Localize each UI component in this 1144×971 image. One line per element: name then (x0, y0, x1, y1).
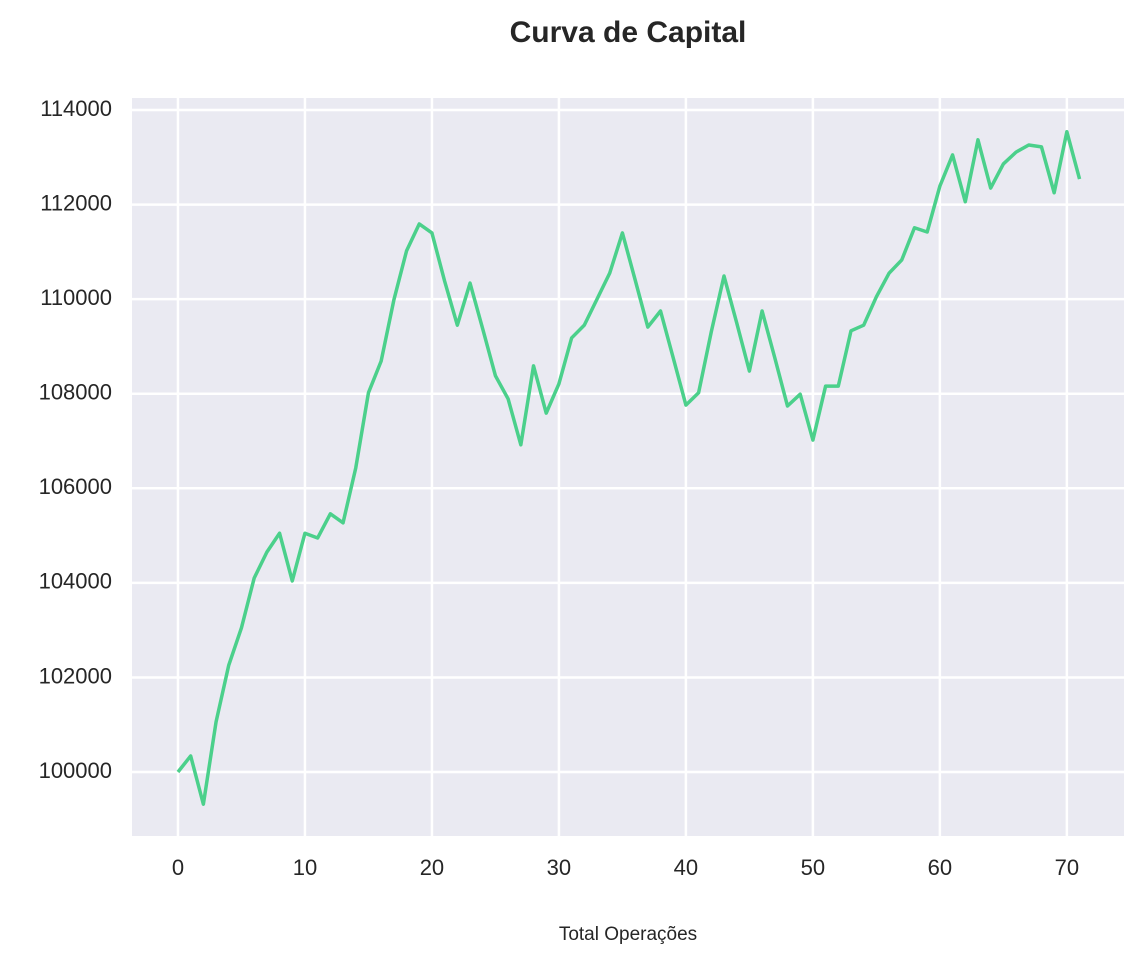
plot-area (132, 98, 1124, 836)
x-tick-label: 10 (293, 855, 317, 880)
x-tick-label: 60 (928, 855, 952, 880)
x-tick-label: 20 (420, 855, 444, 880)
chart-title: Curva de Capital (510, 16, 747, 49)
line (176, 130, 1082, 806)
y-tick-label: 104000 (39, 569, 112, 594)
x-axis-label: Total Operações (559, 924, 697, 945)
x-tick-label: 50 (801, 855, 825, 880)
y-tick-label: 106000 (39, 474, 112, 499)
x-tick-label: 30 (547, 855, 571, 880)
y-tick-label: 114000 (40, 96, 112, 121)
x-tick-label: 70 (1055, 855, 1079, 880)
y-tick-label: 112000 (40, 190, 112, 215)
y-tick-label: 100000 (39, 758, 112, 783)
x-tick-label: 0 (172, 855, 184, 880)
x-tick-label: 40 (674, 855, 698, 880)
y-tick-label: 108000 (39, 380, 112, 405)
y-tick-label: 110000 (40, 285, 112, 310)
y-tick-label: 102000 (39, 663, 112, 688)
